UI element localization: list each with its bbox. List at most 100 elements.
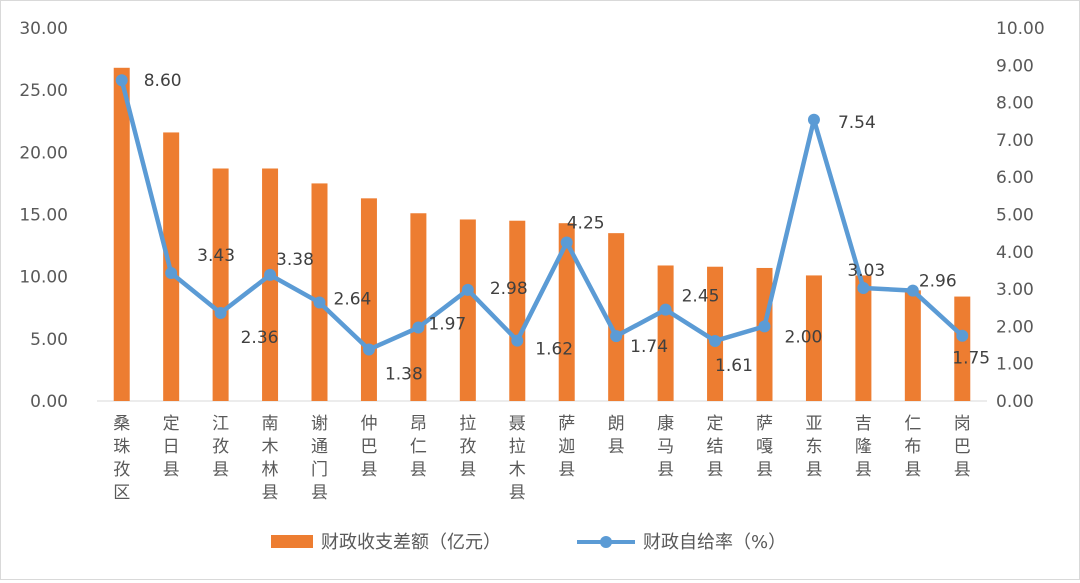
left-axis-tick-label: 10.00 [19,268,68,288]
watermark: 兰财税海研语 [849,525,1014,553]
category-label: 聂拉木县 [509,414,526,503]
bar [657,265,674,401]
legend-bar-label: 财政收支差额（亿元） [321,532,501,553]
right-axis-tick-label: 6.00 [996,168,1034,188]
bar [262,168,279,401]
category-label: 仲巴县 [360,414,377,480]
left-axis: 0.00 5.00 10.00 15.00 20.00 25.00 30.00 [19,19,68,412]
left-axis-tick-label: 5.00 [30,330,68,350]
bar [558,223,575,401]
line-point [659,303,672,316]
line-data-label: 3.38 [276,250,314,270]
bar [311,183,328,401]
bar [113,67,130,401]
right-axis-tick-label: 7.00 [996,131,1034,151]
category-label: 萨嘎县 [756,414,773,480]
right-axis-tick-label: 2.00 [996,317,1034,337]
legend-line-marker [600,536,612,548]
line-point [956,329,969,342]
line-data-label: 3.03 [847,261,885,281]
line-data-label: 2.96 [919,272,957,292]
left-axis-tick-label: 30.00 [19,19,68,39]
line-point [758,320,771,333]
line-point [214,306,227,319]
right-axis-tick-label: 4.00 [996,243,1034,263]
line-point [362,343,375,356]
category-label: 南木林县 [262,414,279,503]
left-axis-tick-label: 0.00 [30,392,68,412]
line-data-label: 2.36 [241,328,279,348]
line-data-label: 8.60 [144,71,182,91]
category-label: 萨迦县 [558,414,575,480]
line-point [165,267,178,280]
bar [855,275,872,401]
bar [756,267,773,401]
right-axis-tick-label: 5.00 [996,206,1034,226]
line-point [264,268,277,281]
category-label: 谢通门县 [311,414,328,503]
line-point [906,284,919,297]
bar [707,266,724,401]
bar [459,219,476,401]
line-data-label: 4.25 [567,213,605,233]
right-axis-tick-label: 10.00 [996,19,1045,39]
bar [212,168,229,401]
legend-bar-swatch [271,535,313,548]
line-point [313,296,326,309]
series-line [119,77,965,352]
category-label: 亚东县 [805,414,822,480]
left-axis-tick-label: 15.00 [19,206,68,226]
category-labels: 桑珠孜区 定日县 江孜县 南木林县 谢通门县 仲巴县 昂仁县 拉孜县 聂拉木县 萨迦县 朗县 康马县 定… [113,414,971,503]
category-label: 定日县 [163,414,180,480]
bar [509,220,526,401]
category-label: 朗县 [608,414,625,457]
watermark-text: 兰财税海研语 [888,528,1014,552]
line-data-label: 2.45 [682,287,720,307]
right-axis-tick-label: 8.00 [996,94,1034,114]
line-data-label: 1.75 [952,349,990,369]
line-data-label: 3.43 [197,246,235,266]
line-point [857,281,870,294]
category-label: 定结县 [707,414,724,480]
right-axis-tick-label: 9.00 [996,56,1034,76]
line-series [115,74,969,356]
data-labels: 8.60 3.43 2.36 3.38 2.64 1.38 1.97 2.98 1.62 4.25… [144,71,990,384]
right-axis-tick-label: 1.00 [996,355,1034,375]
line-data-label: 1.38 [385,365,423,385]
category-label: 康马县 [657,414,674,480]
category-label: 岗巴县 [954,414,971,480]
legend-item-bar[interactable]: 财政收支差额（亿元） [271,532,501,553]
bar [904,290,921,401]
right-axis-tick-label: 3.00 [996,280,1034,300]
line-point [511,334,524,347]
line-point [412,321,425,334]
right-axis: 0.00 1.00 2.00 3.00 4.00 5.00 6.00 7.00 8.00 9.00… [996,19,1045,412]
category-label: 桑珠孜区 [113,414,130,503]
line-data-label: 2.00 [785,327,823,347]
bar-series [113,67,971,401]
legend-line-label: 财政自给率（%） [643,532,786,553]
bar [410,213,427,401]
legend-item-line[interactable]: 财政自给率（%） [577,532,786,553]
line-data-label: 2.64 [334,290,372,310]
line-point [560,236,573,249]
line-point [610,330,623,343]
line-data-label: 1.97 [428,315,466,335]
bar [805,275,822,401]
line-data-label: 1.74 [630,337,668,357]
right-axis-tick-label: 0.00 [996,392,1034,412]
left-axis-tick-label: 25.00 [19,81,68,101]
line-point [709,334,722,347]
line-point [807,113,820,126]
category-label: 仁布县 [904,414,921,480]
bar [954,296,971,401]
line-data-label: 7.54 [838,113,876,133]
line-point [115,74,128,87]
legend: 财政收支差额（亿元） 财政自给率（%） [271,532,786,553]
category-label: 吉隆县 [855,414,872,480]
category-label: 拉孜县 [459,414,476,480]
line-data-label: 2.98 [490,279,528,299]
wechat-icon [849,525,884,553]
